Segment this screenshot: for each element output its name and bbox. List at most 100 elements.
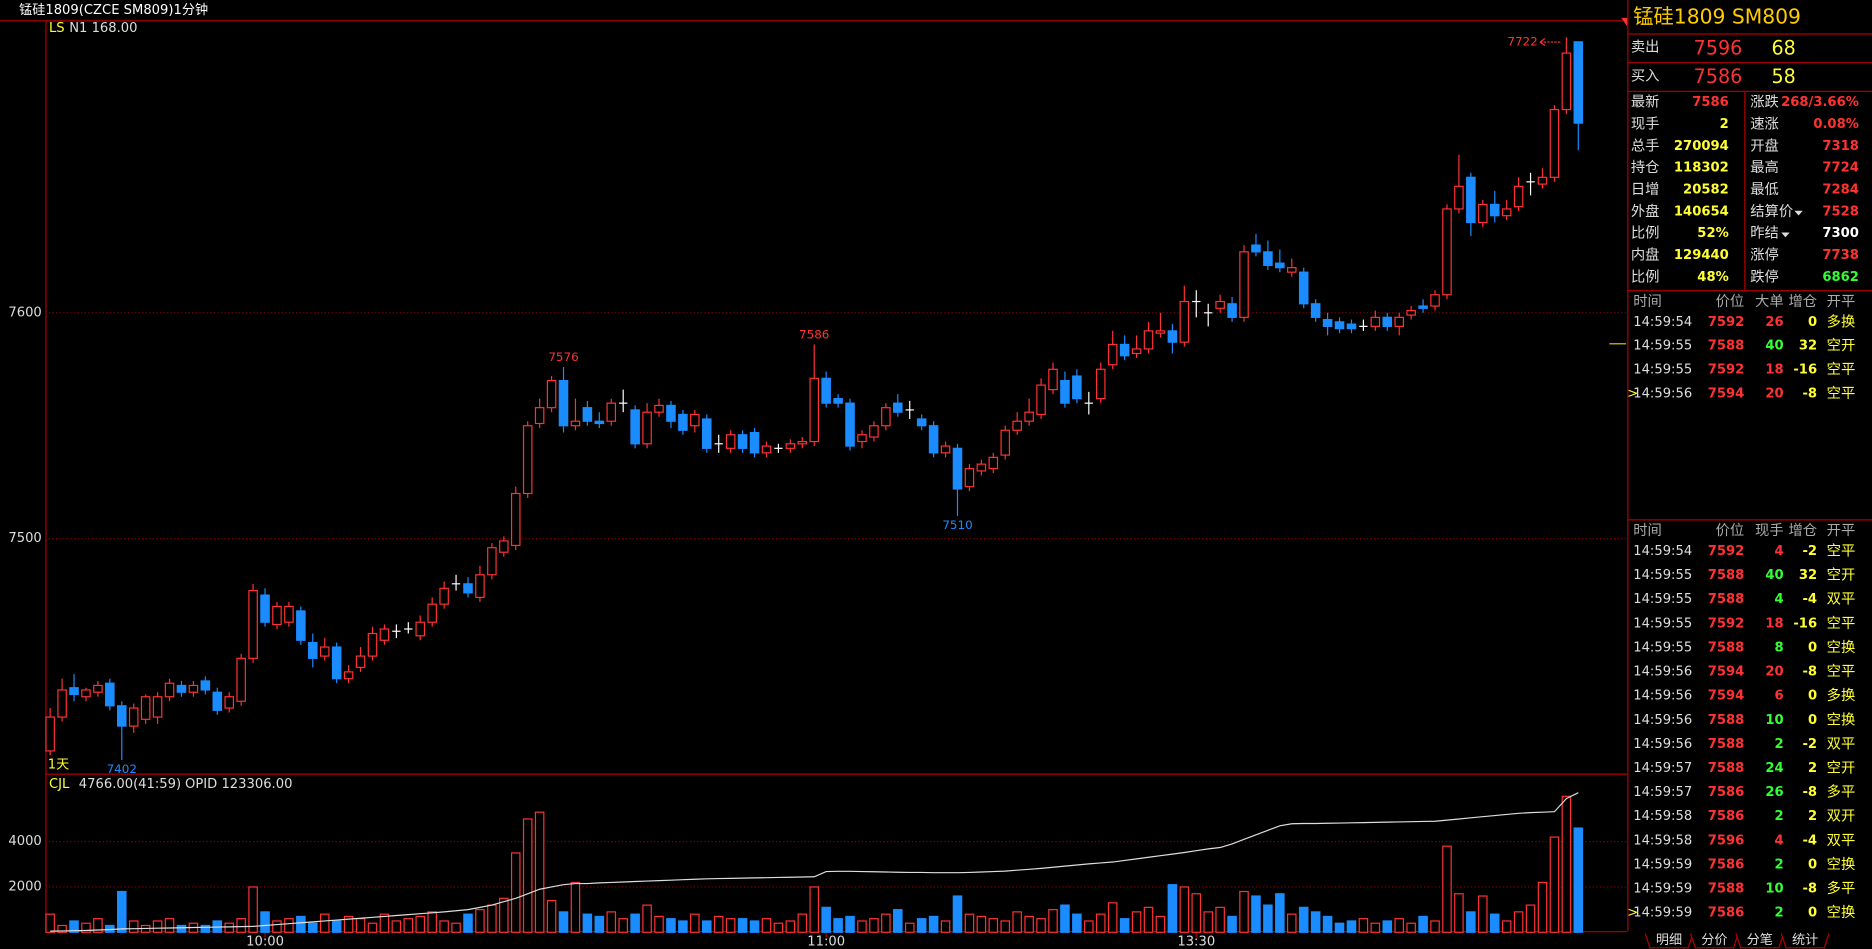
stat-value: 129440 [1674,248,1729,263]
candle-body [833,398,843,404]
candle-body [1167,330,1178,343]
trade-price: 7588 [1708,761,1745,776]
stat-label: 昨结 [1750,225,1779,242]
candle-body [1322,318,1333,327]
trade-type: 空开 [1827,760,1856,777]
ask-volume: 68 [1772,36,1796,59]
trade-time: 14:59:56 [1633,665,1692,680]
volume-bar [1310,911,1321,933]
volume-bar [1287,913,1297,933]
candle-body [379,628,390,641]
dropdown-arrow[interactable] [1781,232,1790,238]
tab-label[interactable]: 统计 [1792,932,1818,948]
candle-body [331,646,342,680]
tab-label[interactable]: 分笔 [1747,932,1773,948]
trade-time: 14:59:56 [1633,689,1692,704]
volume-bar [1501,920,1512,933]
volume-bar [164,918,175,933]
tab[interactable] [1780,933,1830,949]
tab-label[interactable]: 明细 [1656,932,1682,948]
row-cursor: > [1627,386,1638,401]
trade-volume: 26 [1765,315,1783,330]
volume-title: CJL [49,777,70,792]
candle-body [1406,309,1416,316]
tab[interactable] [1689,933,1739,949]
volume-bar [45,913,55,933]
trade-oi: 0 [1808,857,1817,872]
volume-bar [821,906,831,933]
volume-bar [1155,915,1166,933]
stat-label: 开盘 [1750,136,1779,154]
candle-body [654,404,664,413]
volume-bar [1489,913,1500,933]
volume-bar [1370,922,1381,933]
volume-bar [570,881,581,933]
candle-body [415,621,426,637]
trade-time: 14:59:55 [1633,363,1692,378]
volume-bar [1537,881,1548,933]
volume-bar [224,922,234,933]
volume-bar [284,918,294,933]
candle-body [1024,411,1034,422]
candle-body [152,696,163,718]
volume-bar [57,924,67,933]
trade-type: 空换 [1827,856,1856,873]
x-tick-label: 10:00 [246,934,284,949]
volume-bar [1334,922,1345,933]
volume-bar [128,920,139,933]
volume-bar [1298,906,1309,933]
volume-bar [1549,836,1560,933]
extreme-label: 7722 [1507,35,1537,49]
volume-bar [403,918,414,933]
trade-price: 7588 [1708,568,1745,583]
candle-body [1501,208,1512,217]
candle-body [1478,203,1488,224]
tab-label[interactable]: 分价 [1701,932,1727,948]
volume-bar [928,915,939,933]
volume-bar [749,920,760,933]
candle-body [869,425,879,438]
volume-bar [379,913,390,933]
candle-body [248,589,258,659]
candle-body [857,434,867,443]
volume-bar [391,920,402,933]
trade-volume: 10 [1765,713,1783,728]
quote-title: 锰硅1809 SM809 [1633,4,1801,28]
trade-time: 14:59:59 [1633,857,1692,872]
candle-body [427,603,437,623]
volume-bar [845,915,855,933]
ask-label: 卖出 [1631,39,1660,56]
trade-type: 空平 [1827,663,1856,680]
table-header: 现手 [1755,522,1784,539]
volume-bar [713,915,724,933]
candle-body [463,583,473,594]
candle-body [1382,316,1393,327]
volume-bar [904,922,915,933]
candle-body [1513,185,1524,208]
table-header: 增仓 [1788,522,1817,539]
candle-body [964,468,975,488]
volume-bar [1430,920,1440,933]
volume-bar [272,920,282,933]
candle-body [1287,267,1297,273]
trade-price: 7586 [1708,809,1745,824]
stat-value: 48% [1697,270,1728,285]
volume-bar [869,918,879,933]
trade-time: 14:59:54 [1633,315,1692,330]
candle-body [1454,185,1464,210]
stat-label: 跌停 [1750,268,1779,285]
volume-bar [1275,893,1285,933]
tab[interactable] [1735,933,1785,949]
trade-oi: -4 [1802,592,1817,607]
trade-oi: 0 [1808,906,1817,921]
trade-type: 空平 [1827,615,1856,632]
window-title: 锰硅1809(CZCE SM809)1分钟 [19,1,208,18]
trade-type: 空换 [1827,711,1856,728]
volume-bar [439,920,449,933]
volume-bar [367,922,378,933]
tab[interactable] [1644,933,1694,949]
trade-volume: 18 [1765,363,1783,378]
trade-type: 双开 [1827,808,1856,825]
dropdown-arrow[interactable] [1794,210,1803,216]
